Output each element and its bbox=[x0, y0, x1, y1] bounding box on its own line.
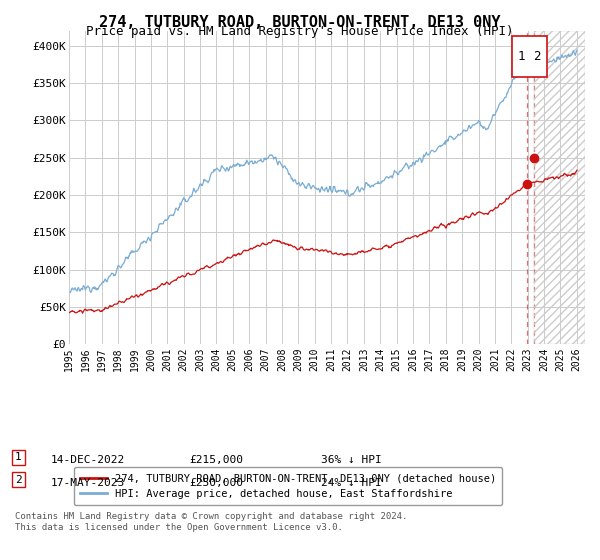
Text: 36% ↓ HPI: 36% ↓ HPI bbox=[321, 455, 382, 465]
Text: 17-MAY-2023: 17-MAY-2023 bbox=[51, 478, 125, 488]
Text: 2: 2 bbox=[533, 50, 541, 63]
Text: 2: 2 bbox=[15, 475, 22, 485]
FancyBboxPatch shape bbox=[512, 36, 547, 77]
Legend: 274, TUTBURY ROAD, BURTON-ON-TRENT, DE13 0NY (detached house), HPI: Average pric: 274, TUTBURY ROAD, BURTON-ON-TRENT, DE13… bbox=[74, 467, 502, 505]
Text: 1: 1 bbox=[518, 50, 526, 63]
Text: £250,000: £250,000 bbox=[189, 478, 243, 488]
Text: Contains HM Land Registry data © Crown copyright and database right 2024.
This d: Contains HM Land Registry data © Crown c… bbox=[15, 512, 407, 532]
Text: £215,000: £215,000 bbox=[189, 455, 243, 465]
Text: 274, TUTBURY ROAD, BURTON-ON-TRENT, DE13 0NY: 274, TUTBURY ROAD, BURTON-ON-TRENT, DE13… bbox=[99, 15, 501, 30]
Text: 24% ↓ HPI: 24% ↓ HPI bbox=[321, 478, 382, 488]
Text: 1: 1 bbox=[15, 452, 22, 463]
Text: 14-DEC-2022: 14-DEC-2022 bbox=[51, 455, 125, 465]
Text: Price paid vs. HM Land Registry's House Price Index (HPI): Price paid vs. HM Land Registry's House … bbox=[86, 25, 514, 38]
